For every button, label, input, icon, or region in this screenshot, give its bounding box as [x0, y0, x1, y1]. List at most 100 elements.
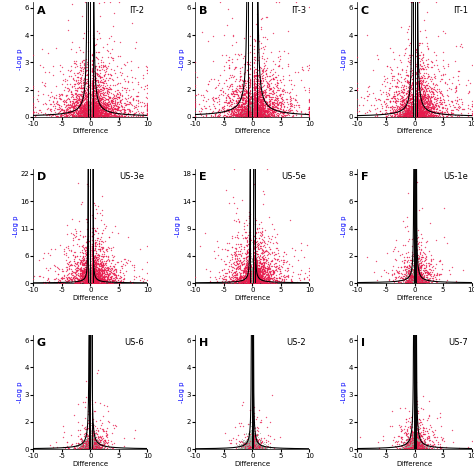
Point — [250, 276, 258, 283]
Point — [90, 444, 97, 451]
Point — [252, 444, 260, 452]
Point — [93, 103, 100, 111]
Point — [248, 277, 256, 284]
Point — [242, 443, 249, 450]
Point — [447, 85, 455, 93]
Point — [83, 444, 91, 452]
Point — [88, 278, 95, 286]
Point — [413, 442, 421, 450]
Point — [247, 446, 255, 453]
Point — [249, 274, 256, 282]
Point — [245, 113, 253, 120]
Point — [246, 445, 253, 452]
Point — [412, 446, 419, 453]
Point — [415, 279, 422, 287]
Point — [98, 442, 106, 450]
Point — [108, 256, 116, 264]
Point — [251, 107, 259, 115]
Point — [253, 265, 260, 273]
Point — [86, 427, 93, 434]
Point — [409, 275, 416, 283]
Point — [262, 413, 270, 421]
Point — [408, 279, 416, 286]
Point — [410, 278, 417, 285]
Point — [411, 278, 419, 285]
Point — [99, 111, 106, 118]
Point — [247, 113, 255, 120]
Point — [250, 434, 257, 441]
Point — [87, 275, 95, 283]
Point — [423, 238, 430, 245]
Point — [254, 444, 261, 452]
Point — [253, 112, 261, 120]
Point — [92, 112, 100, 120]
Point — [91, 113, 99, 120]
Point — [88, 107, 96, 114]
Point — [226, 64, 233, 71]
Point — [415, 262, 423, 269]
Point — [87, 271, 94, 278]
Point — [252, 276, 259, 283]
Point — [246, 262, 254, 270]
Point — [269, 103, 276, 110]
Point — [248, 278, 256, 285]
Point — [257, 443, 264, 450]
Point — [248, 445, 255, 453]
Point — [278, 263, 286, 271]
Point — [87, 443, 95, 451]
Point — [96, 278, 104, 285]
Point — [409, 277, 417, 285]
Point — [413, 277, 421, 285]
Point — [410, 107, 418, 115]
Point — [97, 108, 104, 116]
Point — [410, 445, 417, 452]
Point — [427, 266, 434, 274]
Point — [411, 442, 419, 449]
Point — [80, 111, 88, 118]
Point — [252, 258, 260, 265]
Point — [291, 81, 298, 88]
Point — [410, 443, 418, 451]
Point — [85, 445, 93, 452]
Point — [271, 69, 279, 76]
Point — [252, 112, 259, 119]
Point — [248, 440, 255, 447]
Point — [71, 265, 79, 273]
Point — [409, 445, 417, 452]
Point — [79, 266, 87, 274]
Point — [411, 445, 419, 453]
Point — [88, 269, 96, 276]
Point — [420, 109, 428, 116]
Point — [413, 94, 420, 102]
Point — [82, 274, 90, 282]
Point — [422, 271, 430, 278]
Point — [245, 444, 253, 452]
Point — [412, 276, 419, 284]
Point — [250, 279, 258, 286]
Point — [413, 441, 420, 448]
Point — [413, 445, 420, 452]
Point — [269, 99, 277, 107]
Point — [251, 113, 259, 120]
Point — [84, 275, 91, 283]
Point — [56, 241, 64, 249]
Point — [63, 105, 71, 113]
Point — [128, 101, 135, 108]
Point — [247, 443, 255, 451]
Point — [265, 100, 273, 108]
Point — [415, 109, 423, 117]
Point — [87, 446, 95, 453]
Point — [255, 275, 263, 283]
Point — [85, 443, 92, 450]
Point — [83, 440, 91, 447]
Point — [249, 439, 257, 446]
Point — [246, 442, 253, 450]
Point — [91, 445, 99, 453]
Point — [191, 274, 199, 281]
Point — [92, 273, 100, 280]
Point — [255, 442, 262, 450]
Point — [410, 434, 418, 442]
Point — [87, 279, 94, 287]
Text: C: C — [361, 6, 369, 16]
Point — [101, 108, 109, 116]
